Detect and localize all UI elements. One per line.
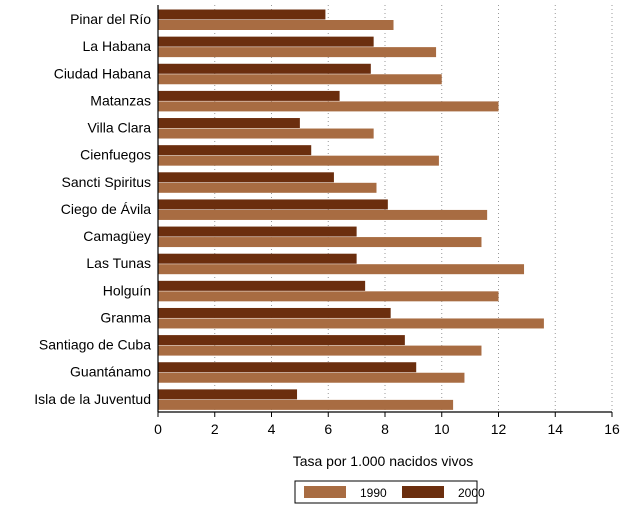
category-label: Ciudad Habana: [54, 65, 152, 81]
legend-label-2000: 2000: [458, 486, 485, 500]
bar-2000: [158, 9, 326, 20]
bar-1990: [158, 155, 439, 166]
bar-2000: [158, 226, 357, 237]
category-label: Isla de la Juventud: [34, 391, 151, 407]
bar-1990: [158, 47, 437, 58]
category-label: Pinar del Río: [70, 11, 151, 27]
category-label: Ciego de Ávila: [61, 201, 151, 217]
bar-1990: [158, 399, 454, 410]
bar-2000: [158, 36, 374, 47]
x-tick-label: 2: [211, 421, 219, 437]
bar-1990: [158, 74, 442, 85]
category-label: Santiago de Cuba: [39, 337, 151, 353]
bar-1990: [158, 372, 465, 383]
bar-1990: [158, 318, 544, 329]
bar-1990: [158, 291, 499, 302]
category-labels: Pinar del Río La Habana Ciudad Habana Matan…: [34, 11, 151, 407]
x-tick-label: 16: [604, 421, 620, 437]
category-label: Holguín: [103, 282, 151, 298]
bar-1990: [158, 20, 394, 30]
legend-swatch-1990: [304, 486, 346, 498]
bar-1990: [158, 101, 499, 112]
bar-1990: [158, 182, 377, 193]
bars: [158, 9, 544, 410]
bar-2000: [158, 280, 366, 291]
x-tick-label: 4: [268, 421, 276, 437]
category-label: Cienfuegos: [80, 147, 151, 163]
x-tick-label: 0: [154, 421, 162, 437]
x-tick-label: 10: [434, 421, 450, 437]
x-tick-label: 12: [491, 421, 507, 437]
bar-1990: [158, 264, 525, 275]
category-label: Matanzas: [90, 92, 151, 108]
category-label: Camagüey: [83, 228, 151, 244]
bar-2000: [158, 90, 340, 101]
bar-1990: [158, 237, 482, 248]
bar-2000: [158, 253, 357, 264]
bar-2000: [158, 389, 298, 400]
legend: 1990 2000: [294, 480, 485, 504]
bar-2000: [158, 307, 391, 318]
x-axis-title: Tasa por 1.000 nacidos vivos: [293, 453, 474, 469]
legend-swatch-2000: [402, 486, 444, 498]
category-label: Granma: [100, 309, 151, 325]
bar-2000: [158, 145, 312, 156]
category-label: La Habana: [82, 38, 151, 54]
x-tick-label: 14: [547, 421, 563, 437]
x-tick-label: 8: [381, 421, 389, 437]
category-label: Guantánamo: [70, 364, 151, 380]
category-label: Las Tunas: [86, 255, 151, 271]
bar-1990: [158, 345, 482, 356]
category-label: Sancti Spiritus: [62, 174, 151, 190]
bar-2000: [158, 335, 405, 346]
legend-label-1990: 1990: [360, 486, 387, 500]
x-tick-label: 6: [324, 421, 332, 437]
bar-2000: [158, 118, 300, 129]
bar-2000: [158, 63, 371, 74]
category-label: Villa Clara: [87, 120, 151, 136]
x-axis-ticks: 0 2 4 6 8 10 12 14 16: [154, 412, 620, 437]
bar-2000: [158, 199, 388, 210]
bar-2000: [158, 172, 334, 183]
bar-2000: [158, 362, 417, 373]
bar-1990: [158, 128, 374, 139]
bar-1990: [158, 209, 488, 220]
